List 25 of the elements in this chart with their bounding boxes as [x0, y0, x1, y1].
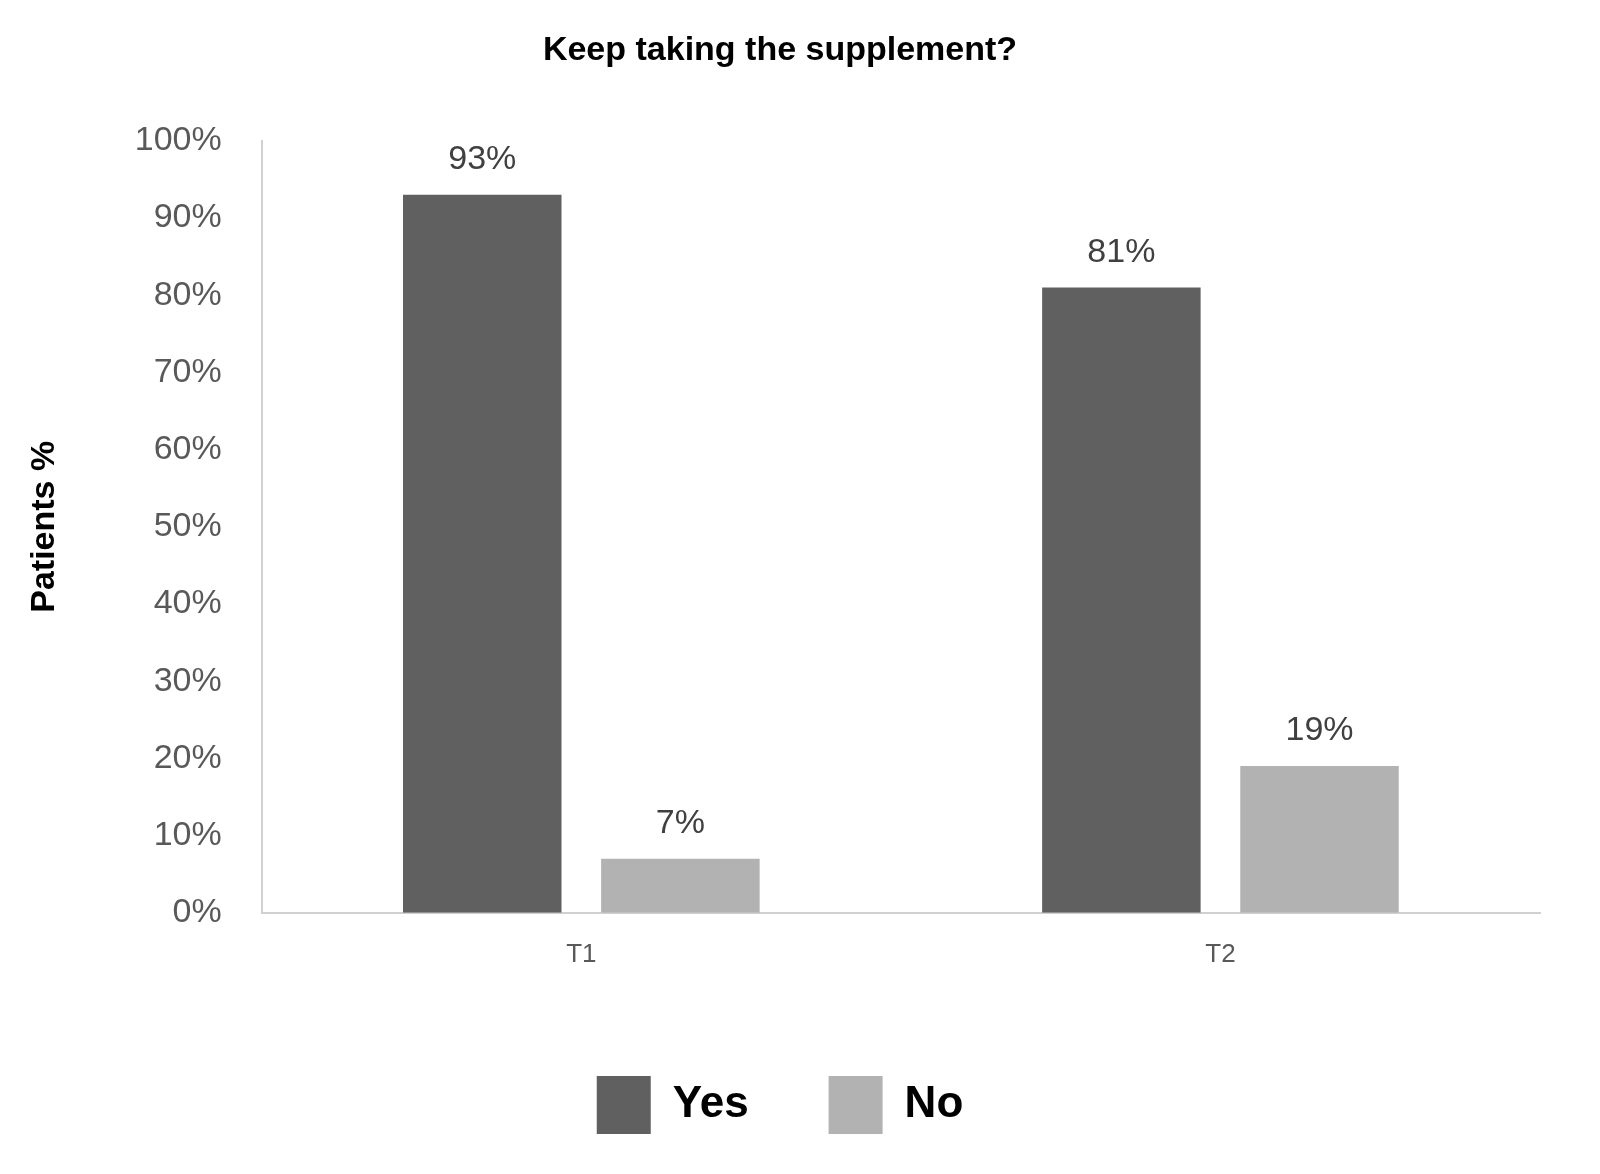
- x-tick-label: T2: [1205, 937, 1236, 968]
- data-label: 7%: [655, 802, 705, 841]
- chart-title: Keep taking the supplement?: [542, 28, 1018, 67]
- y-tick-label: 90%: [153, 196, 222, 235]
- y-tick-label: 60%: [153, 427, 222, 466]
- data-label: 81%: [1087, 230, 1156, 269]
- bar: [1240, 766, 1399, 913]
- legend-label: No: [904, 1077, 964, 1127]
- y-tick-label: 0%: [172, 891, 222, 930]
- x-tick-label: T1: [566, 937, 597, 968]
- y-tick-label: 30%: [153, 659, 222, 698]
- data-label: 19%: [1285, 709, 1354, 748]
- y-tick-label: 70%: [153, 350, 222, 389]
- y-tick-label: 10%: [153, 813, 222, 852]
- y-tick-label: 80%: [153, 273, 222, 312]
- bar: [601, 858, 760, 913]
- y-tick-label: 100%: [134, 119, 222, 158]
- y-tick-label: 40%: [153, 582, 222, 621]
- y-tick-label: 20%: [153, 736, 222, 775]
- y-tick-label: 50%: [153, 505, 222, 544]
- bar: [403, 194, 562, 913]
- bar: [1042, 287, 1201, 913]
- y-axis-title: Patients %: [22, 440, 61, 613]
- data-label: 93%: [448, 138, 517, 177]
- legend-label: Yes: [672, 1077, 749, 1127]
